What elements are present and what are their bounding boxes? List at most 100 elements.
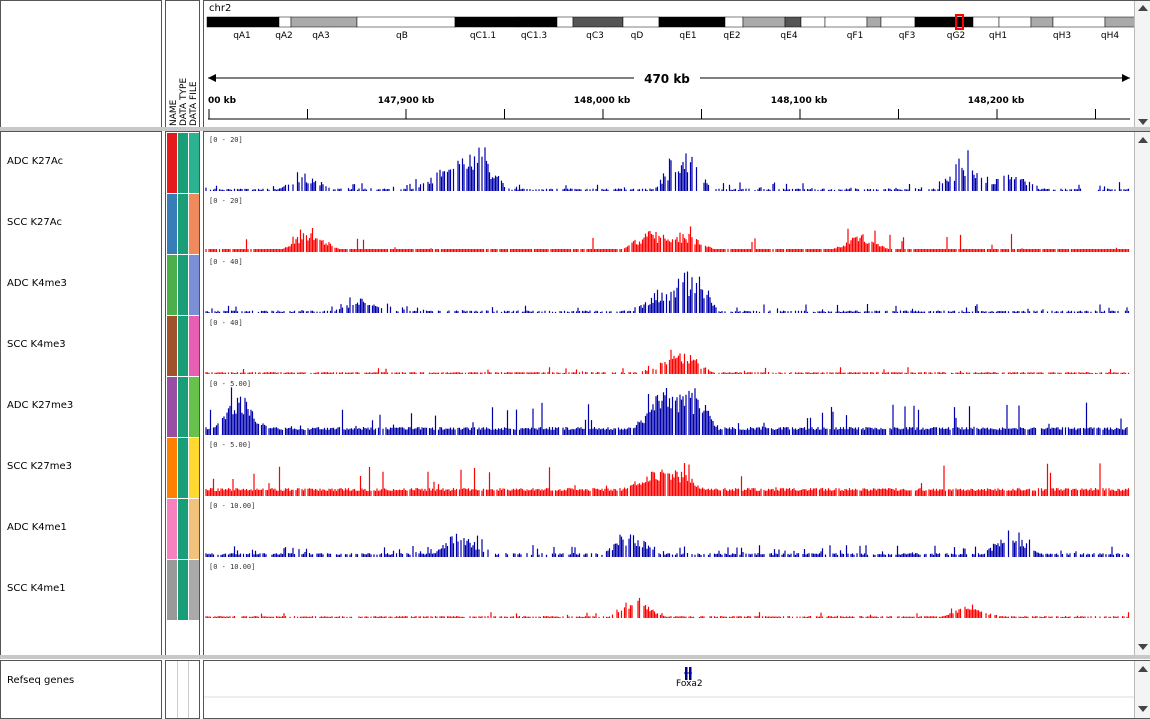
ruler-scrollbar[interactable] — [1134, 1, 1150, 129]
track-name-adc-k27me3[interactable]: ADC K27me3 — [7, 400, 74, 411]
gene-track-name[interactable]: Refseq genes — [7, 675, 75, 686]
attribute-cell[interactable] — [167, 499, 177, 559]
chromosome-ideogram[interactable]: qA1 qA2 qA3 qB qC1.1 qC1.3 qC3 qD qE1 qE2 qE4 qF1 qF… — [204, 13, 1134, 53]
scroll-up-icon[interactable] — [1138, 137, 1148, 143]
ideogram-band-qE4[interactable] — [784, 16, 802, 28]
signal-bars — [205, 271, 1130, 313]
attribute-cell[interactable] — [167, 316, 177, 376]
ideogram-band-qC1.3[interactable] — [518, 16, 558, 28]
attribute-cell[interactable] — [178, 133, 188, 193]
scroll-down-icon[interactable] — [1138, 644, 1148, 650]
attribute-header-data-type[interactable]: DATA TYPE — [179, 77, 189, 126]
scroll-down-icon[interactable] — [1138, 119, 1148, 125]
tracks-scrollbar[interactable] — [1134, 132, 1150, 656]
track-scc-k4me1[interactable]: [0 - 10.00] — [205, 563, 1130, 618]
attribute-header-panel: NAME DATA TYPE DATA FILE — [165, 0, 200, 130]
band-label-qH4: qH4 — [1101, 31, 1119, 41]
band-label-qA3: qA3 — [312, 31, 330, 41]
ideogram-band-qH3[interactable] — [1052, 16, 1106, 28]
ideogram-band-qF1[interactable] — [824, 16, 868, 28]
ideogram-band-qG2[interactable] — [946, 16, 974, 28]
ideogram-band-qC2[interactable] — [556, 16, 574, 28]
track-name-scc-k4me1[interactable]: SCC K4me1 — [7, 583, 66, 594]
attribute-cell[interactable] — [189, 560, 199, 620]
track-adc-k27me3[interactable]: [0 - 5.00] — [205, 380, 1128, 435]
attribute-cell[interactable] — [178, 438, 188, 498]
attribute-cell[interactable] — [167, 560, 177, 620]
track-adc-k27ac[interactable]: [0 - 20] — [205, 136, 1130, 191]
gene-track-name-panel: Refseq genes — [0, 660, 162, 719]
attribute-cell[interactable] — [178, 499, 188, 559]
gene-label-foxa2[interactable]: Foxa2 — [676, 679, 703, 689]
data-range-label: [0 - 10.00] — [209, 502, 255, 510]
ideogram-band-qH2[interactable] — [1030, 16, 1054, 28]
track-adc-k4me3[interactable]: [0 - 40] — [205, 258, 1130, 313]
ideogram-band-qB[interactable] — [356, 16, 456, 28]
attribute-cell[interactable] — [178, 194, 188, 254]
ideogram-band-qA2[interactable] — [278, 16, 292, 28]
attribute-cell[interactable] — [178, 377, 188, 437]
ideogram-band-qE2[interactable] — [724, 16, 744, 28]
track-name-adc-k4me3[interactable]: ADC K4me3 — [7, 278, 67, 289]
ideogram-band-qC1.1[interactable] — [454, 16, 520, 28]
attribute-cell[interactable] — [189, 499, 199, 559]
attribute-cell[interactable] — [189, 255, 199, 315]
ideogram-band-qA1[interactable] — [206, 16, 280, 28]
gene-scrollbar[interactable] — [1134, 661, 1150, 718]
span-left-arrow-icon — [208, 74, 216, 82]
gene-graph[interactable] — [204, 661, 1134, 718]
scroll-up-icon[interactable] — [1138, 5, 1148, 11]
track-name-scc-k4me3[interactable]: SCC K4me3 — [7, 339, 66, 350]
track-name-adc-k4me1[interactable]: ADC K4me1 — [7, 522, 67, 533]
ideogram-band-qC3[interactable] — [572, 16, 624, 28]
ideogram-band-qH1[interactable] — [998, 16, 1032, 28]
band-label-qF1: qF1 — [847, 31, 864, 41]
ideogram-band-qG3[interactable] — [972, 16, 1000, 28]
attribute-cell[interactable] — [167, 377, 177, 437]
data-range-label: [0 - 10.00] — [209, 563, 255, 571]
track-adc-k4me1[interactable]: [0 - 10.00] — [205, 502, 1130, 557]
ideogram-band-qF3[interactable] — [880, 16, 916, 28]
attribute-cell[interactable] — [178, 255, 188, 315]
track-name-scc-k27ac[interactable]: SCC K27Ac — [7, 217, 62, 228]
scroll-up-icon[interactable] — [1138, 666, 1148, 672]
track-scc-k4me3[interactable]: [0 - 40] — [205, 319, 1130, 374]
attribute-cell[interactable] — [167, 255, 177, 315]
ideogram-band-qE3[interactable] — [742, 16, 786, 28]
data-range-label: [0 - 5.00] — [209, 441, 251, 449]
attribute-header-name[interactable]: NAME — [169, 99, 179, 126]
attribute-cell[interactable] — [189, 377, 199, 437]
attribute-panel — [165, 131, 200, 657]
attribute-cell[interactable] — [189, 133, 199, 193]
ideogram-band-qG1[interactable] — [914, 16, 948, 28]
attribute-cell[interactable] — [167, 133, 177, 193]
tracks-graph[interactable]: [0 - 20] [0 - 20] [0 - 40] [0 - 40] [0 - 5.0… — [204, 132, 1134, 656]
ideogram-band-qE1[interactable] — [658, 16, 726, 28]
track-name-scc-k27me3[interactable]: SCC K27me3 — [7, 461, 73, 472]
attribute-cell[interactable] — [189, 438, 199, 498]
span-label: 470 kb — [644, 72, 690, 86]
attribute-cell[interactable] — [167, 194, 177, 254]
scroll-down-icon[interactable] — [1138, 706, 1148, 712]
ideogram-band-qH4[interactable] — [1104, 16, 1134, 28]
attribute-header-data-file[interactable]: DATA FILE — [189, 81, 199, 126]
attribute-cell[interactable] — [189, 316, 199, 376]
band-label-qE2: qE2 — [723, 31, 740, 41]
attribute-cell[interactable] — [167, 438, 177, 498]
ideogram-band-qD[interactable] — [622, 16, 660, 28]
gene-attribute-panel — [165, 660, 200, 719]
divider[interactable] — [0, 127, 1150, 131]
ideogram-band-qA3[interactable] — [290, 16, 358, 28]
track-name-adc-k27ac[interactable]: ADC K27Ac — [7, 156, 64, 167]
ideogram-band-qE5[interactable] — [800, 16, 826, 28]
data-range-label: [0 - 20] — [209, 197, 243, 205]
attribute-cell[interactable] — [178, 560, 188, 620]
attribute-cell[interactable] — [189, 194, 199, 254]
band-label-qG2: qG2 — [947, 31, 965, 41]
ruler-graph[interactable]: 470 kb 00 kb 147,900 kb 148,000 kb 148,100 k… — [204, 53, 1134, 128]
ideogram-band-qF2[interactable] — [866, 16, 882, 28]
divider[interactable] — [0, 655, 1150, 659]
track-scc-k27ac[interactable]: [0 - 20] — [205, 197, 1130, 252]
attribute-cell[interactable] — [178, 316, 188, 376]
track-scc-k27me3[interactable]: [0 - 5.00] — [205, 441, 1130, 496]
